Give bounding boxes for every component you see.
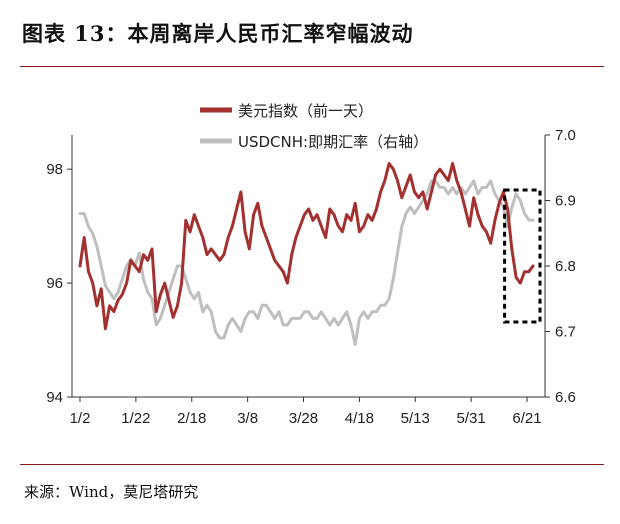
right-tick-label: 6.9 [555,193,576,210]
x-tick-label: 1/2 [70,410,91,427]
legend-item-usd-index-label: 美元指数（前一天） [238,102,373,120]
right-tick-label: 6.6 [555,389,576,406]
highlight-box [503,188,542,324]
right-tick-label: 7.0 [555,127,576,144]
title-rule [20,66,604,67]
source-note: 来源：Wind，莫尼塔研究 [24,483,199,501]
x-tick-label: 3/28 [289,410,318,427]
legend-item-usdcnh-label: USDCNH:即期汇率（右轴） [238,133,428,151]
x-tick-label: 6/21 [512,410,541,427]
footer-rule [20,464,604,465]
x-tick-label: 5/13 [401,410,430,427]
right-tick-label: 6.8 [555,258,576,275]
left-tick-label: 94 [46,389,63,406]
x-tick-label: 1/22 [121,410,150,427]
x-tick-label: 3/8 [237,410,258,427]
chart-title: 图表 13：本周离岸人民币汇率窄幅波动 [22,21,414,46]
series-line-usd-index [78,162,535,331]
x-tick-label: 4/18 [345,410,374,427]
series-line-usdcnh [78,179,535,347]
left-tick-label: 98 [46,161,63,178]
left-tick-label: 96 [46,275,63,292]
x-tick-label: 5/31 [457,410,486,427]
right-tick-label: 6.7 [555,324,576,341]
x-tick-label: 2/18 [177,410,206,427]
